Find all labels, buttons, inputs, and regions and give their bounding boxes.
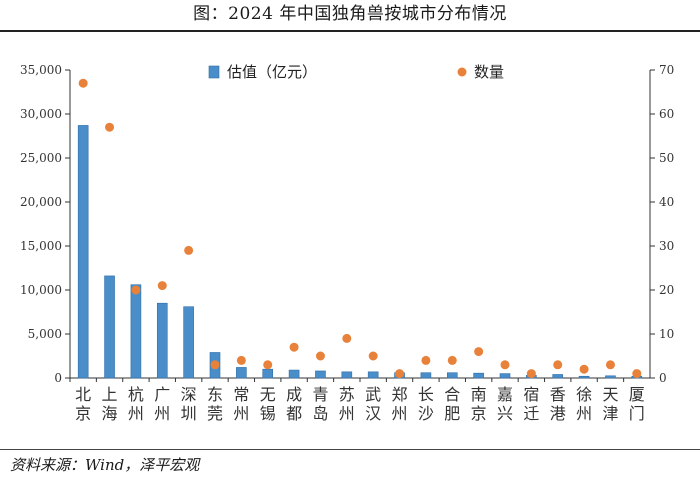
dot-深圳 xyxy=(184,245,194,255)
y-right-tick-label: 60 xyxy=(659,107,674,121)
dot-广州 xyxy=(157,281,167,291)
legend-bar-swatch xyxy=(208,65,220,79)
bar-长沙 xyxy=(420,372,432,379)
y-left-tick-label: 30,000 xyxy=(20,107,62,121)
x-label-无锡: 无锡 xyxy=(260,385,276,423)
dot-常州 xyxy=(236,355,246,365)
x-label-深圳: 深圳 xyxy=(181,385,197,423)
x-label-厦门: 厦门 xyxy=(629,385,645,423)
bar-南京 xyxy=(473,372,484,379)
x-label-徐州: 徐州 xyxy=(576,385,592,423)
y-left-tick-label: 35,000 xyxy=(20,63,62,77)
dot-宿迁 xyxy=(526,369,536,379)
y-right-tick-label: 10 xyxy=(659,327,674,341)
bar-上海 xyxy=(104,275,115,379)
top-rule xyxy=(0,30,700,32)
bar-杭州 xyxy=(130,284,142,379)
x-axis-labels: 北京上海杭州广州深圳东莞常州无锡成都青岛苏州武汉郑州长沙合肥南京嘉兴宿迁香港徐州… xyxy=(69,378,645,423)
legend-dot-swatch xyxy=(457,67,467,77)
bar-深圳 xyxy=(183,306,194,379)
dot-杭州 xyxy=(131,285,141,295)
bar-嘉兴 xyxy=(499,373,511,379)
y-right-tick-label: 40 xyxy=(659,195,674,209)
x-label-天津: 天津 xyxy=(602,385,618,423)
x-label-广州: 广州 xyxy=(154,385,170,423)
dot-郑州 xyxy=(395,369,405,379)
dot-合肥 xyxy=(447,355,457,365)
x-label-上海: 上海 xyxy=(102,385,118,423)
dot-上海 xyxy=(105,122,115,132)
y-left-tick-label: 10,000 xyxy=(20,283,62,297)
dot-南京 xyxy=(474,347,484,357)
bar-香港 xyxy=(552,374,564,379)
x-label-香港: 香港 xyxy=(550,385,566,423)
bar-成都 xyxy=(288,369,300,379)
x-label-长沙: 长沙 xyxy=(418,385,434,423)
y-right-tick-label: 50 xyxy=(659,151,674,165)
dot-长沙 xyxy=(421,355,431,365)
chart-title: 图：2024 年中国独角兽按城市分布情况 xyxy=(193,4,507,24)
y-right-tick-label: 20 xyxy=(659,283,674,297)
chart-canvas: 0 5,000 10,000 15,000 20,000 25,000 30,000 35,0… xyxy=(20,63,674,423)
legend-dot-label: 数量 xyxy=(474,63,504,81)
dot-厦门 xyxy=(632,369,642,379)
bar-常州 xyxy=(236,367,247,379)
y-left-tick-label: 20,000 xyxy=(20,195,62,209)
x-label-东莞: 东莞 xyxy=(207,385,223,423)
x-label-武汉: 武汉 xyxy=(365,385,381,423)
x-label-苏州: 苏州 xyxy=(339,385,355,423)
bar-北京 xyxy=(77,125,89,379)
x-label-合肥: 合肥 xyxy=(444,385,460,423)
source-note: 资料来源：Wind，泽平宏观 xyxy=(10,456,200,474)
legend-bar-label: 估值（亿元） xyxy=(227,63,317,81)
x-label-北京: 北京 xyxy=(75,385,91,423)
legend: 估值（亿元） 数量 xyxy=(208,63,504,81)
dot-嘉兴 xyxy=(500,360,510,370)
bar-合肥 xyxy=(446,372,458,379)
bar-苏州 xyxy=(341,371,353,379)
bar-徐州 xyxy=(578,375,590,379)
bar-广州 xyxy=(156,302,168,379)
y-left-tick-label: 25,000 xyxy=(20,151,62,165)
bottom-rule xyxy=(0,449,700,450)
dot-香港 xyxy=(553,360,563,370)
x-label-南京: 南京 xyxy=(471,385,487,423)
dot-青岛 xyxy=(315,351,325,361)
bar-青岛 xyxy=(315,370,326,379)
dot-成都 xyxy=(289,342,299,352)
dot-series xyxy=(78,78,642,379)
x-label-青岛: 青岛 xyxy=(312,385,328,423)
dot-东莞 xyxy=(210,360,220,370)
dot-徐州 xyxy=(579,364,589,374)
bar-天津 xyxy=(605,375,616,379)
y-left-tick-label: 5,000 xyxy=(28,327,62,341)
bar-无锡 xyxy=(262,368,274,379)
dot-无锡 xyxy=(263,360,273,370)
bar-武汉 xyxy=(367,371,379,379)
dot-武汉 xyxy=(368,351,378,361)
bar-series xyxy=(77,125,643,379)
x-label-常州: 常州 xyxy=(233,385,249,423)
x-label-宿迁: 宿迁 xyxy=(523,385,539,423)
x-label-成都: 成都 xyxy=(286,385,302,423)
y-right-tick-label: 70 xyxy=(659,63,674,77)
y-right-tick-label: 30 xyxy=(659,239,674,253)
y-left-tick-label: 0 xyxy=(54,371,62,385)
x-label-杭州: 杭州 xyxy=(128,385,144,423)
dot-天津 xyxy=(605,360,615,370)
dot-北京 xyxy=(78,78,88,88)
y-left-tick-label: 15,000 xyxy=(20,239,62,253)
x-label-郑州: 郑州 xyxy=(392,385,408,423)
dot-苏州 xyxy=(342,333,352,343)
x-label-嘉兴: 嘉兴 xyxy=(497,385,513,423)
y-right-tick-label: 0 xyxy=(659,371,667,385)
